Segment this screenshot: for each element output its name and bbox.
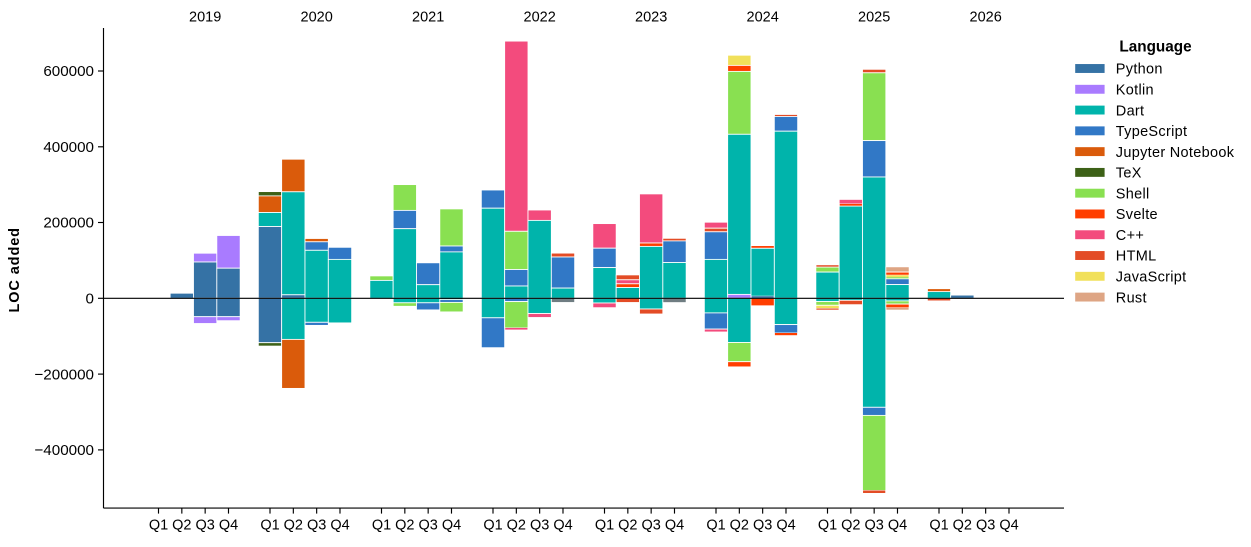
svg-text:0: 0 bbox=[86, 291, 94, 308]
svg-text:Q1: Q1 bbox=[149, 518, 168, 534]
svg-text:Q2: Q2 bbox=[172, 518, 191, 534]
svg-text:HTML: HTML bbox=[1116, 249, 1157, 265]
svg-text:Q4: Q4 bbox=[776, 518, 795, 534]
svg-text:Q1: Q1 bbox=[372, 518, 391, 534]
svg-text:Dart: Dart bbox=[1116, 103, 1145, 119]
svg-text:−400000: −400000 bbox=[34, 442, 94, 459]
svg-text:Q3: Q3 bbox=[307, 518, 326, 534]
svg-text:Q2: Q2 bbox=[618, 518, 637, 534]
svg-text:Q3: Q3 bbox=[976, 518, 995, 534]
svg-text:Q3: Q3 bbox=[530, 518, 549, 534]
svg-text:Svelte: Svelte bbox=[1116, 207, 1158, 223]
svg-text:Q3: Q3 bbox=[753, 518, 772, 534]
svg-text:Q1: Q1 bbox=[595, 518, 614, 534]
svg-text:TeX: TeX bbox=[1116, 166, 1142, 182]
svg-text:Q4: Q4 bbox=[219, 518, 238, 534]
svg-text:Q1: Q1 bbox=[929, 518, 948, 534]
svg-text:Kotlin: Kotlin bbox=[1116, 82, 1154, 98]
svg-text:Python: Python bbox=[1116, 62, 1163, 78]
svg-text:200000: 200000 bbox=[43, 215, 94, 232]
svg-text:Q4: Q4 bbox=[330, 518, 349, 534]
svg-text:Q2: Q2 bbox=[953, 518, 972, 534]
svg-text:LOC added: LOC added bbox=[7, 227, 23, 312]
svg-text:Q2: Q2 bbox=[841, 518, 860, 534]
svg-text:2024: 2024 bbox=[747, 10, 779, 26]
svg-text:Q4: Q4 bbox=[442, 518, 461, 534]
svg-text:2022: 2022 bbox=[524, 10, 556, 26]
svg-text:2025: 2025 bbox=[858, 10, 890, 26]
svg-text:Q1: Q1 bbox=[818, 518, 837, 534]
svg-text:Q1: Q1 bbox=[483, 518, 502, 534]
svg-text:Shell: Shell bbox=[1116, 186, 1150, 202]
svg-text:Q1: Q1 bbox=[706, 518, 725, 534]
svg-text:Q3: Q3 bbox=[418, 518, 437, 534]
svg-text:Q1: Q1 bbox=[260, 518, 279, 534]
svg-text:Q3: Q3 bbox=[641, 518, 660, 534]
svg-text:Q2: Q2 bbox=[730, 518, 749, 534]
svg-text:Q4: Q4 bbox=[553, 518, 572, 534]
svg-text:Q4: Q4 bbox=[665, 518, 684, 534]
svg-text:Q2: Q2 bbox=[284, 518, 303, 534]
svg-text:2026: 2026 bbox=[970, 10, 1002, 26]
svg-text:TypeScript: TypeScript bbox=[1116, 124, 1188, 140]
svg-text:Rust: Rust bbox=[1116, 290, 1147, 306]
svg-text:2021: 2021 bbox=[412, 10, 444, 26]
svg-text:Q2: Q2 bbox=[395, 518, 414, 534]
svg-text:2023: 2023 bbox=[635, 10, 667, 26]
svg-text:−200000: −200000 bbox=[34, 366, 94, 383]
svg-text:Q3: Q3 bbox=[195, 518, 214, 534]
svg-text:Jupyter Notebook: Jupyter Notebook bbox=[1116, 145, 1235, 161]
svg-text:2020: 2020 bbox=[301, 10, 333, 26]
svg-text:Q4: Q4 bbox=[888, 518, 907, 534]
svg-text:Q3: Q3 bbox=[864, 518, 883, 534]
svg-text:C++: C++ bbox=[1116, 228, 1144, 244]
svg-text:2019: 2019 bbox=[189, 10, 221, 26]
svg-text:JavaScript: JavaScript bbox=[1116, 270, 1187, 286]
svg-text:400000: 400000 bbox=[43, 139, 94, 156]
svg-text:Q2: Q2 bbox=[507, 518, 526, 534]
svg-text:600000: 600000 bbox=[43, 63, 94, 80]
svg-text:Language: Language bbox=[1119, 39, 1191, 56]
svg-text:Q4: Q4 bbox=[999, 518, 1018, 534]
